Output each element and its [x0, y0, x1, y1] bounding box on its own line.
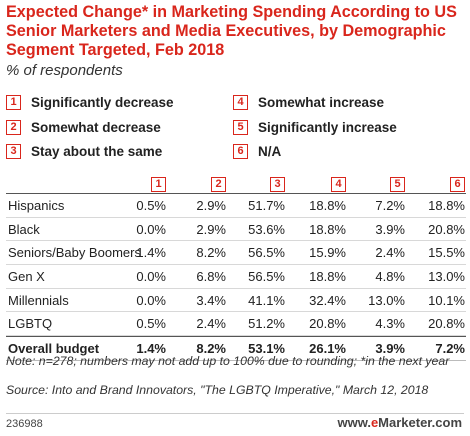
table-cell: 18.8% [309, 221, 346, 237]
table-cell: 13.0% [368, 292, 405, 308]
table-cell: 18.8% [428, 198, 465, 213]
legend-item-3: 3 Stay about the same [6, 142, 162, 160]
table-cell: 8.2% [196, 245, 226, 261]
brand-accent: e [370, 415, 379, 430]
table-cell: 0.0% [136, 221, 166, 237]
table-row: Millennials 0.0% 3.4% 41.1% 32.4% 13.0% … [6, 289, 466, 313]
table-cell: 0.0% [136, 292, 166, 308]
column-key-2: 2 [211, 177, 226, 192]
row-label: Millennials [8, 292, 69, 308]
table-cell: 41.1% [248, 292, 285, 308]
row-label: Gen X [8, 269, 45, 285]
table-cell: 2.9% [196, 221, 226, 237]
table-cell: 51.7% [248, 198, 285, 213]
table-cell: 2.4% [375, 245, 405, 261]
legend-label-4: Somewhat increase [258, 94, 385, 110]
table-cell: 4.8% [375, 269, 405, 285]
table-cell: 20.8% [428, 316, 465, 332]
table-cell: 1.4% [136, 341, 166, 357]
table-cell: 8.2% [196, 341, 226, 357]
chart-title: Expected Change* in Marketing Spending A… [6, 3, 457, 59]
table-cell: 4.3% [375, 316, 405, 332]
legend-item-5: 5 Significantly increase [233, 118, 397, 136]
legend-label-6: N/A [258, 143, 282, 159]
legend-item-4: 4 Somewhat increase [233, 93, 384, 111]
table-cell: 20.8% [428, 221, 465, 237]
legend-key-5: 5 [233, 119, 248, 135]
table-cell: 56.5% [248, 269, 285, 285]
table-cell: 56.5% [248, 245, 285, 261]
row-label: Black [8, 221, 40, 237]
table-cell: 53.1% [248, 341, 285, 357]
legend-key-3: 3 [6, 143, 21, 159]
brand-name: Marketer [378, 415, 432, 430]
footer-divider [6, 413, 464, 414]
table-cell: 0.5% [136, 316, 166, 332]
table-row: Seniors/Baby Boomers 1.4% 8.2% 56.5% 15.… [6, 241, 466, 266]
table-row: Black 0.0% 2.9% 53.6% 18.8% 3.9% 20.8% [6, 218, 466, 242]
table-cell: 20.8% [309, 316, 346, 332]
column-header-4: 4 [331, 175, 346, 192]
table-cell: 0.0% [136, 269, 166, 285]
table-cell: 0.5% [136, 198, 166, 213]
brand-suffix: .com [431, 415, 462, 430]
table-cell: 3.9% [375, 221, 405, 237]
table-cell: 13.0% [428, 269, 465, 285]
footnote: Note: n=278; numbers may not add up to 1… [6, 354, 450, 368]
data-table: 1 2 3 4 5 6 Hispanics 0.5% 2.9% 51.7% 18… [6, 172, 466, 361]
table-row: LGBTQ 0.5% 2.4% 51.2% 20.8% 4.3% 20.8% [6, 312, 466, 337]
table-cell: 10.1% [428, 292, 465, 308]
table-cell: 3.9% [375, 341, 405, 357]
total-row-label: Overall budget [8, 341, 100, 357]
table-cell: 7.2% [435, 341, 465, 357]
column-header-5: 5 [390, 175, 405, 192]
table-cell: 32.4% [309, 292, 346, 308]
table-total-row: Overall budget 1.4% 8.2% 53.1% 26.1% 3.9… [6, 336, 466, 361]
column-key-6: 6 [450, 177, 465, 192]
column-header-1: 1 [151, 175, 166, 192]
legend-key-2: 2 [6, 119, 21, 135]
table-cell: 7.2% [375, 198, 405, 213]
table-cell: 18.8% [309, 198, 346, 213]
column-key-4: 4 [331, 177, 346, 192]
legend-key-6: 6 [233, 143, 248, 159]
table-row: Hispanics 0.5% 2.9% 51.7% 18.8% 7.2% 18.… [6, 194, 466, 218]
chart-subtitle: % of respondents [6, 62, 123, 79]
table-cell: 26.1% [309, 341, 346, 357]
table-cell: 15.5% [428, 245, 465, 261]
table-cell: 3.4% [196, 292, 226, 308]
legend-label-2: Somewhat decrease [31, 119, 161, 135]
legend-item-1: 1 Significantly decrease [6, 93, 174, 111]
legend-label-1: Significantly decrease [31, 94, 174, 110]
brand-prefix: www. [337, 415, 371, 430]
row-label: Seniors/Baby Boomers [8, 245, 141, 261]
column-key-1: 1 [151, 177, 166, 192]
table-cell: 2.4% [196, 316, 226, 332]
table-header-row: 1 2 3 4 5 6 [6, 172, 466, 194]
chart-id: 236988 [6, 418, 43, 430]
column-header-2: 2 [211, 175, 226, 192]
column-header-3: 3 [270, 175, 285, 192]
source-note: Source: Into and Brand Innovators, "The … [6, 383, 429, 397]
table-row: Gen X 0.0% 6.8% 56.5% 18.8% 4.8% 13.0% [6, 265, 466, 289]
legend-key-4: 4 [233, 94, 248, 110]
table-cell: 51.2% [248, 316, 285, 332]
table-cell: 18.8% [309, 269, 346, 285]
table-cell: 1.4% [136, 245, 166, 261]
table-cell: 15.9% [309, 245, 346, 261]
table-cell: 53.6% [248, 221, 285, 237]
column-header-6: 6 [450, 175, 465, 192]
table-cell: 6.8% [196, 269, 226, 285]
table-cell: 2.9% [196, 198, 226, 213]
legend-item-6: 6 N/A [233, 142, 281, 160]
column-key-5: 5 [390, 177, 405, 192]
legend-key-1: 1 [6, 94, 21, 110]
row-label: LGBTQ [8, 316, 53, 332]
row-label: Hispanics [8, 198, 65, 213]
legend-label-5: Significantly increase [258, 119, 397, 135]
legend-label-3: Stay about the same [31, 143, 163, 159]
column-key-3: 3 [270, 177, 285, 192]
emarketer-logo: www.eMarketer.com [337, 415, 462, 430]
legend-item-2: 2 Somewhat decrease [6, 118, 161, 136]
